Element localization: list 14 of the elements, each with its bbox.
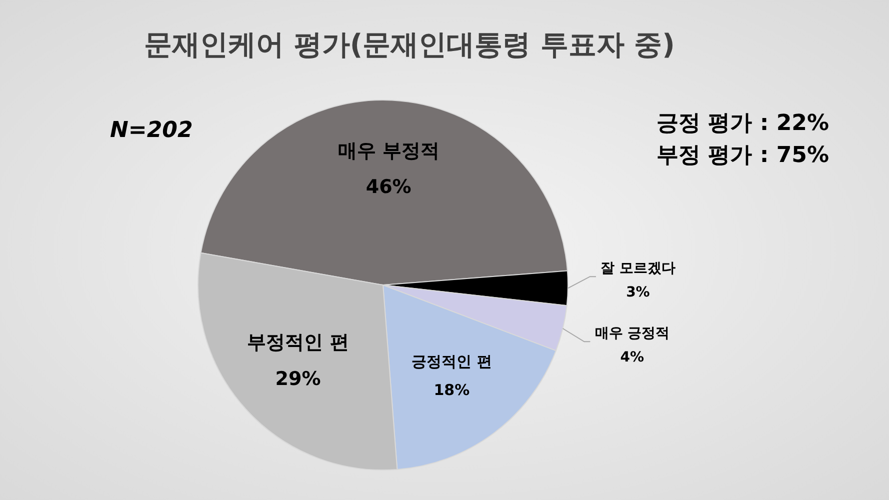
data-label: 46% — [366, 176, 412, 198]
data-label: 4% — [620, 350, 644, 366]
data-label: 18% — [434, 380, 470, 399]
text: 긍정 평가 : 22% — [656, 110, 829, 138]
slice-label: 긍정적인 편 — [412, 352, 492, 370]
slice-label: 부정적인 편 — [247, 332, 349, 354]
slice-label: 매우 긍정적 — [594, 326, 670, 342]
text: 부정 평가 : 75% — [656, 142, 829, 170]
slice-label: 매우 부정적 — [338, 140, 440, 162]
chart-title: 문재인케어 평가(문재인대통령 투표자 중) — [143, 27, 676, 63]
data-label: 3% — [626, 284, 650, 301]
slice-label: 잘 모르겠다 — [600, 260, 676, 277]
data-label: 29% — [275, 368, 321, 390]
text: N=202 — [110, 118, 193, 143]
